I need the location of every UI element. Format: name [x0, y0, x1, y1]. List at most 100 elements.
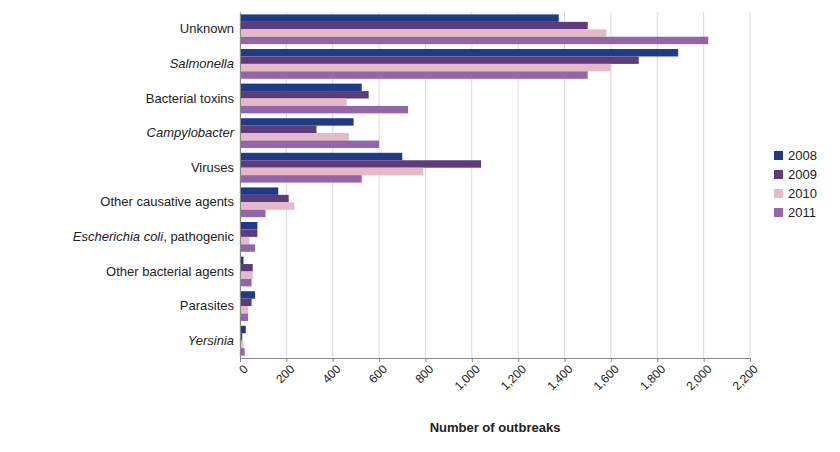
tick-label: Unknown [180, 21, 234, 36]
bar [240, 264, 253, 271]
tick: 1,200 [498, 358, 529, 393]
legend-swatch [774, 170, 783, 179]
bar [240, 168, 423, 175]
bar [240, 160, 481, 167]
tick-label: Other bacterial agents [106, 264, 234, 279]
legend-label: 2008 [788, 148, 817, 163]
bar [240, 202, 294, 209]
tick-label: 2,000 [683, 362, 714, 393]
bar [240, 99, 347, 106]
tick-label: Viruses [191, 160, 235, 175]
tick-label: 1,000 [452, 362, 483, 393]
bar [240, 106, 408, 113]
plot: 0 200 400 600 800 1,000 1,200 1,400 1,600 1,800 2,… [73, 12, 761, 393]
tick-label: 1,800 [637, 362, 668, 393]
tick-label: 1,400 [544, 362, 575, 393]
tick: 1,600 [591, 358, 622, 393]
grid-line [240, 12, 241, 358]
tick: 400 [320, 358, 344, 386]
bar [240, 306, 248, 313]
legend-item: 2008 [774, 148, 817, 163]
tick-label: 600 [366, 362, 390, 386]
bar [240, 64, 611, 71]
bar [240, 210, 266, 217]
legend-swatch [774, 208, 783, 217]
bar [240, 91, 369, 98]
tick-label: 400 [320, 362, 344, 386]
tick: 0 [236, 358, 251, 377]
bar [240, 291, 255, 298]
grid-line [703, 12, 704, 358]
tick: Campylobacter [147, 125, 235, 140]
bar [240, 84, 362, 91]
grid [240, 12, 750, 358]
bar [240, 49, 678, 56]
tick-label: 1,200 [498, 362, 529, 393]
bar [240, 133, 349, 140]
legend: 2008 2009 2010 2011 [774, 148, 817, 220]
axis-title: Number of outbreaks [430, 420, 561, 435]
bar [240, 279, 252, 286]
grid-line [657, 12, 658, 358]
x-axis: 0 200 400 600 800 1,000 1,200 1,400 1,600 1,800 2,… [236, 358, 761, 393]
tick: 2,000 [683, 358, 714, 393]
tick-label: 1,600 [591, 362, 622, 393]
bar [240, 22, 588, 29]
tick-label: 200 [273, 362, 297, 386]
tick: Other bacterial agents [106, 264, 234, 279]
tick-label: Campylobacter [147, 125, 235, 140]
y-axis: Unknown Salmonella Bacterial toxins Campylo… [73, 13, 241, 359]
tick: 800 [412, 358, 436, 386]
tick-label: 800 [412, 362, 436, 386]
bar [240, 175, 362, 182]
tick: Bacterial toxins [146, 91, 235, 106]
legend-swatch [774, 151, 783, 160]
tick-label: Bacterial toxins [146, 91, 235, 106]
tick: Viruses [191, 160, 235, 175]
bar [240, 71, 588, 78]
bar [240, 29, 606, 36]
bar [240, 37, 708, 44]
legend-label: 2009 [788, 167, 817, 182]
bar [240, 244, 255, 251]
bars [240, 14, 708, 355]
tick: Parasites [180, 298, 235, 313]
tick: Escherichia coli, pathogenic [73, 229, 235, 244]
tick-label: 0 [236, 362, 251, 377]
tick: Other causative agents [100, 194, 234, 209]
legend-item: 2011 [774, 205, 816, 220]
tick: 200 [273, 358, 297, 386]
axis-line [241, 359, 751, 363]
bar [240, 118, 354, 125]
tick-label: Parasites [180, 298, 235, 313]
grid-line [750, 12, 751, 358]
tick: 600 [366, 358, 390, 386]
tick-label: Other causative agents [100, 194, 234, 209]
tick: Unknown [180, 21, 234, 36]
bar [240, 272, 253, 279]
tick: 1,400 [544, 358, 575, 393]
tick: Yersinia [188, 333, 234, 348]
legend-label: 2011 [788, 205, 816, 220]
bar [240, 299, 252, 306]
tick: Salmonella [170, 56, 234, 71]
legend-item: 2009 [774, 167, 817, 182]
legend-label: 2010 [788, 186, 817, 201]
axis-line [240, 13, 241, 359]
bar [240, 229, 257, 236]
tick-label: Yersinia [188, 333, 234, 348]
bar [240, 237, 249, 244]
bar [240, 56, 639, 63]
legend-swatch [774, 189, 783, 198]
tick: 1,800 [637, 358, 668, 393]
tick: 2,200 [730, 358, 761, 393]
bar [240, 195, 289, 202]
tick-label: 2,200 [730, 362, 761, 393]
tick-label: Salmonella [170, 56, 234, 71]
bar [240, 153, 402, 160]
bar [240, 141, 379, 148]
legend-item: 2010 [774, 186, 817, 201]
bar [240, 187, 278, 194]
bar [240, 126, 317, 133]
tick: 1,000 [452, 358, 483, 393]
